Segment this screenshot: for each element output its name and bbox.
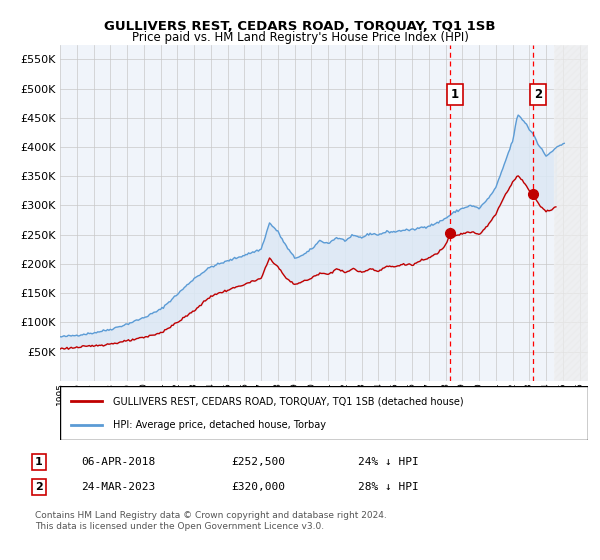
Text: GULLIVERS REST, CEDARS ROAD, TORQUAY, TQ1 1SB: GULLIVERS REST, CEDARS ROAD, TORQUAY, TQ… [104, 20, 496, 32]
Text: Contains HM Land Registry data © Crown copyright and database right 2024.
This d: Contains HM Land Registry data © Crown c… [35, 511, 387, 531]
Text: 24-MAR-2023: 24-MAR-2023 [81, 482, 155, 492]
Text: HPI: Average price, detached house, Torbay: HPI: Average price, detached house, Torb… [113, 419, 326, 430]
Text: £320,000: £320,000 [231, 482, 285, 492]
Text: 24% ↓ HPI: 24% ↓ HPI [358, 457, 418, 467]
Text: 2: 2 [534, 88, 542, 101]
Bar [554, 45, 588, 381]
Text: £252,500: £252,500 [231, 457, 285, 467]
Text: 1: 1 [451, 88, 459, 101]
Text: 06-APR-2018: 06-APR-2018 [81, 457, 155, 467]
Text: 2: 2 [35, 482, 43, 492]
Text: 1: 1 [35, 457, 43, 467]
Text: Price paid vs. HM Land Registry's House Price Index (HPI): Price paid vs. HM Land Registry's House … [131, 31, 469, 44]
Text: 28% ↓ HPI: 28% ↓ HPI [358, 482, 418, 492]
Bar [554, 45, 588, 381]
Text: GULLIVERS REST, CEDARS ROAD, TORQUAY, TQ1 1SB (detached house): GULLIVERS REST, CEDARS ROAD, TORQUAY, TQ… [113, 396, 463, 407]
